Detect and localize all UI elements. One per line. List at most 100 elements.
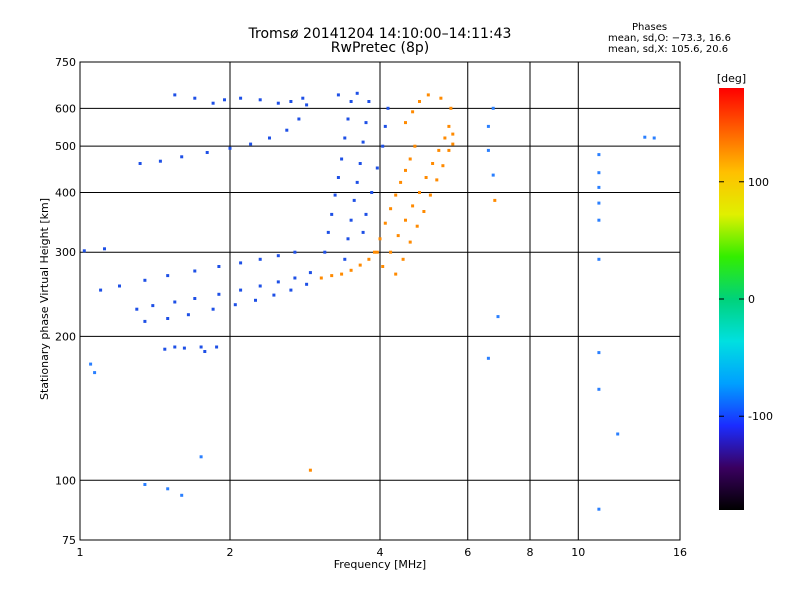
data-point [308, 271, 312, 275]
data-point [381, 144, 385, 148]
data-point [293, 250, 297, 254]
data-point [411, 204, 415, 208]
data-point [597, 351, 601, 355]
data-point [138, 162, 142, 165]
data-point [597, 185, 601, 189]
data-point [173, 300, 177, 304]
data-point [103, 247, 106, 251]
data-point [413, 144, 417, 148]
data-point [82, 249, 86, 253]
data-point [323, 250, 327, 254]
data-point [239, 261, 243, 265]
data-point [493, 198, 497, 202]
data-point [228, 146, 232, 150]
data-point [451, 142, 455, 146]
data-point [358, 162, 362, 165]
data-point [404, 121, 407, 125]
data-point [166, 487, 170, 491]
data-point [349, 218, 353, 222]
data-point [389, 250, 393, 254]
data-point [370, 191, 374, 194]
data-point [166, 317, 170, 320]
data-point [597, 387, 601, 391]
y-tick-label: 600 [55, 102, 76, 115]
data-point [491, 106, 495, 110]
data-point [352, 198, 356, 202]
y-tick-label: 75 [62, 534, 76, 547]
data-point [180, 155, 184, 159]
data-point [486, 148, 490, 152]
y-tick-label: 200 [55, 330, 76, 343]
data-point [343, 257, 347, 261]
data-point [441, 164, 445, 168]
data-point [447, 148, 451, 152]
data-point [389, 207, 393, 211]
y-tick-label: 500 [55, 140, 76, 153]
x-tick-label: 16 [673, 546, 687, 559]
data-point [486, 124, 490, 128]
data-point [367, 257, 371, 261]
data-point [597, 171, 601, 175]
data-point [411, 110, 415, 114]
data-point [404, 218, 407, 222]
data-point [386, 106, 390, 110]
data-point [340, 272, 344, 276]
data-point [211, 307, 215, 311]
data-point [426, 93, 430, 97]
colorbar-tick-label: 0 [748, 293, 755, 306]
data-point [597, 257, 601, 261]
data-point [143, 319, 147, 323]
data-point [375, 250, 379, 254]
data-point [364, 121, 368, 125]
data-point [355, 91, 359, 95]
data-point [355, 180, 359, 184]
data-point [199, 345, 203, 349]
data-point [193, 297, 197, 300]
data-point [305, 282, 309, 286]
y-tick-label: 300 [55, 246, 76, 259]
colorbar-ticks: 100 0 -100 [719, 176, 773, 423]
chart-subtitle: RwPretec (8p) [330, 40, 430, 56]
data-point [346, 237, 350, 241]
data-point [408, 240, 412, 244]
phase-stats-o: mean, sd,O: −73.3, 16.6 [608, 33, 731, 44]
data-point [203, 350, 207, 353]
data-point [289, 100, 293, 103]
data-point [408, 157, 412, 161]
data-point [258, 284, 262, 288]
data-point [424, 176, 428, 179]
data-point [223, 98, 226, 102]
data-point [431, 162, 435, 165]
data-point [383, 221, 387, 225]
data-point [205, 151, 209, 154]
data-point [367, 100, 371, 103]
data-point [99, 288, 103, 292]
data-point [396, 234, 400, 238]
data-point [326, 230, 330, 234]
y-tick-label: 100 [55, 474, 76, 487]
data-point [93, 371, 97, 375]
ticks-layer: 1 2 4 6 8 10 16 75 100 200 300 400 500 600 750 [55, 56, 687, 559]
colorbar-tick-label: 100 [748, 176, 769, 189]
data-point [415, 224, 419, 228]
data-point [643, 135, 647, 139]
data-point [258, 257, 262, 261]
data-point [301, 96, 305, 100]
x-axis-label: Frequency [MHz] [334, 558, 426, 571]
x-tick-label: 1 [77, 546, 84, 559]
data-point [378, 237, 382, 241]
data-point [597, 153, 601, 157]
data-point [143, 483, 147, 486]
data-point [330, 274, 334, 278]
data-point [173, 345, 177, 349]
data-point [437, 148, 441, 152]
data-point [349, 100, 353, 103]
data-point [496, 315, 500, 319]
x-tick-label: 8 [527, 546, 534, 559]
data-point [616, 432, 620, 436]
colorbar-label: [deg] [717, 72, 746, 85]
data-point [211, 101, 215, 105]
y-axis-label: Stationary phase Virtual Height [km] [38, 198, 51, 400]
